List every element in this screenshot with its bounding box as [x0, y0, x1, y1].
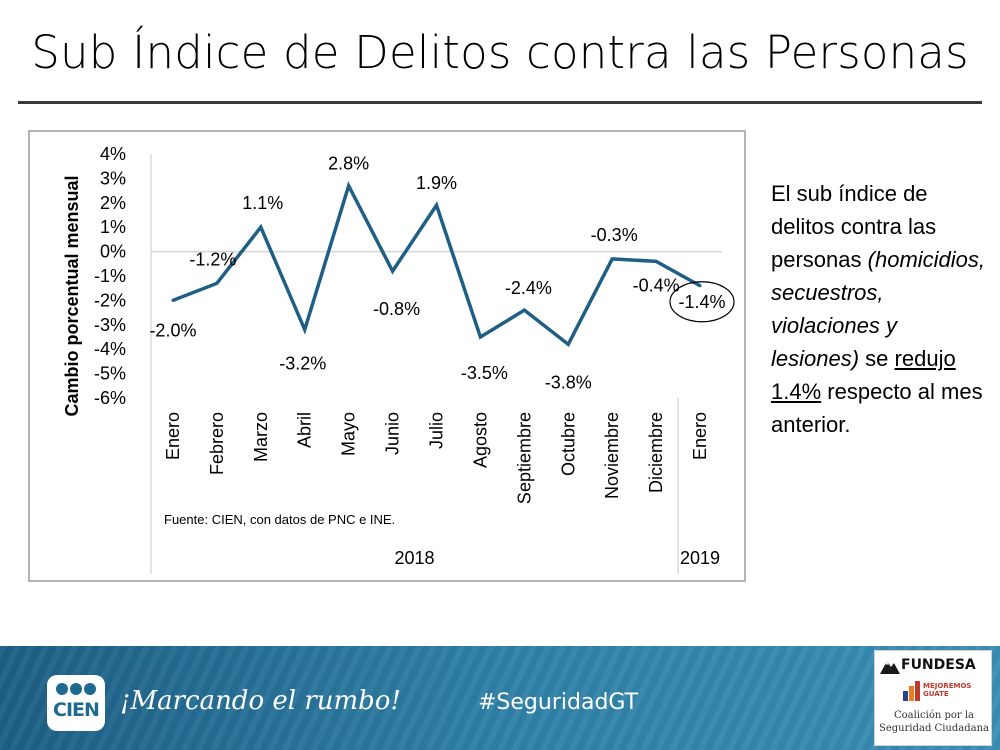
data-label: -0.3% — [591, 225, 638, 245]
cien-logo-text: CIEN — [53, 699, 100, 721]
data-label: -3.2% — [279, 354, 326, 374]
line-chart: 4% 3% 2% 1% 0% -1% -2% -3% -4% -5% -6% Cambio porce… — [62, 144, 735, 574]
data-point — [522, 308, 526, 312]
y-tick-label: -6% — [94, 388, 126, 408]
x-tick-label: Mayo — [339, 412, 359, 456]
x-tick-label: Junio — [383, 412, 403, 455]
y-tick-label: -1% — [94, 266, 126, 286]
x-tick-label: Octubre — [558, 412, 578, 476]
y-tick-label: -3% — [94, 315, 126, 335]
data-label: 1.1% — [242, 193, 283, 213]
x-tick-label: Marzo — [251, 412, 271, 462]
x-tick-label: Enero — [163, 412, 183, 460]
group-label: 2019 — [680, 548, 720, 568]
y-tick-label: -2% — [94, 290, 126, 310]
data-point — [654, 259, 658, 263]
x-tick-label: Febrero — [207, 412, 227, 475]
hashtag: #SeguridadGT — [478, 690, 639, 715]
footer-banner: CIEN ¡Marcando el rumbo! #SeguridadGT — [0, 646, 1000, 750]
y-tick-label: 0% — [100, 242, 126, 262]
y-axis-title: Cambio porcentual mensual — [62, 175, 82, 416]
cien-dots-icon — [56, 683, 96, 695]
data-point — [478, 335, 482, 339]
source-note: Fuente: CIEN, con datos de PNC e INE. — [164, 512, 395, 527]
y-tick-label: -4% — [94, 339, 126, 359]
coalicion-text: Coalición por la Seguridad Ciudadana — [879, 710, 989, 734]
highlight-circle — [669, 281, 735, 323]
data-point — [698, 284, 702, 288]
y-tick-label: 2% — [100, 193, 126, 213]
x-tick-label: Agosto — [470, 412, 490, 468]
slide-title: Sub Índice de Delitos contra las Persona… — [31, 26, 969, 79]
summary-intro: El sub índice de delitos contra las pers… — [771, 181, 937, 272]
summary-text: El sub índice de delitos contra las pers… — [771, 177, 986, 441]
data-label: -0.8% — [373, 299, 420, 319]
footer-texture — [0, 646, 1000, 750]
data-point — [347, 184, 351, 188]
summary-end: respecto al mes anterior. — [771, 379, 983, 437]
tagline: ¡Marcando el rumbo! — [120, 686, 401, 716]
summary-decrease: redujo 1.4% — [771, 346, 956, 404]
x-tick-label: Septiembre — [514, 412, 534, 504]
summary-crime-types: (homicidios, secuestros, violaciones y l… — [771, 247, 986, 371]
y-tick-label: 4% — [100, 144, 126, 164]
data-label: 1.9% — [416, 173, 457, 193]
data-label: -3.8% — [545, 372, 592, 392]
data-label: -2.4% — [505, 278, 552, 298]
mejoremos-guate-icon — [903, 681, 920, 701]
x-tick-label: Diciembre — [646, 412, 666, 493]
data-label: -0.4% — [633, 275, 680, 295]
data-label: -1.4% — [678, 292, 725, 312]
data-point — [391, 269, 395, 273]
x-tick-label: Enero — [690, 412, 710, 460]
y-tick-label: 3% — [100, 168, 126, 188]
y-tick-label: -5% — [94, 364, 126, 384]
fundesa-logo-text: FUNDESA — [901, 657, 976, 673]
data-point — [610, 257, 614, 261]
data-point — [215, 281, 219, 285]
data-label: 2.8% — [328, 154, 369, 174]
data-point — [303, 328, 307, 332]
summary-connector: se — [865, 346, 889, 371]
fundesa-mountain-icon — [880, 661, 900, 674]
chart-frame: 4% 3% 2% 1% 0% -1% -2% -3% -4% -5% -6% Cambio porce… — [28, 130, 746, 582]
cien-logo: CIEN — [47, 675, 105, 731]
y-tick-label: 1% — [100, 217, 126, 237]
data-point — [171, 298, 175, 302]
data-point — [435, 203, 438, 207]
group-label: 2018 — [395, 548, 435, 568]
data-label: -2.0% — [149, 320, 196, 340]
data-point — [566, 342, 570, 346]
data-label: -3.5% — [461, 363, 508, 383]
data-label: -1.2% — [189, 249, 236, 269]
x-tick-label: Noviembre — [602, 412, 622, 499]
partner-logos: FUNDESA MEJOREMOS GUATE Coalición por la… — [874, 650, 992, 746]
x-tick-label: Julio — [427, 412, 447, 449]
mejoremos-guate-text: MEJOREMOS GUATE — [923, 682, 972, 698]
title-divider — [18, 101, 982, 104]
data-point — [259, 225, 263, 229]
x-tick-label: Abril — [295, 412, 315, 448]
